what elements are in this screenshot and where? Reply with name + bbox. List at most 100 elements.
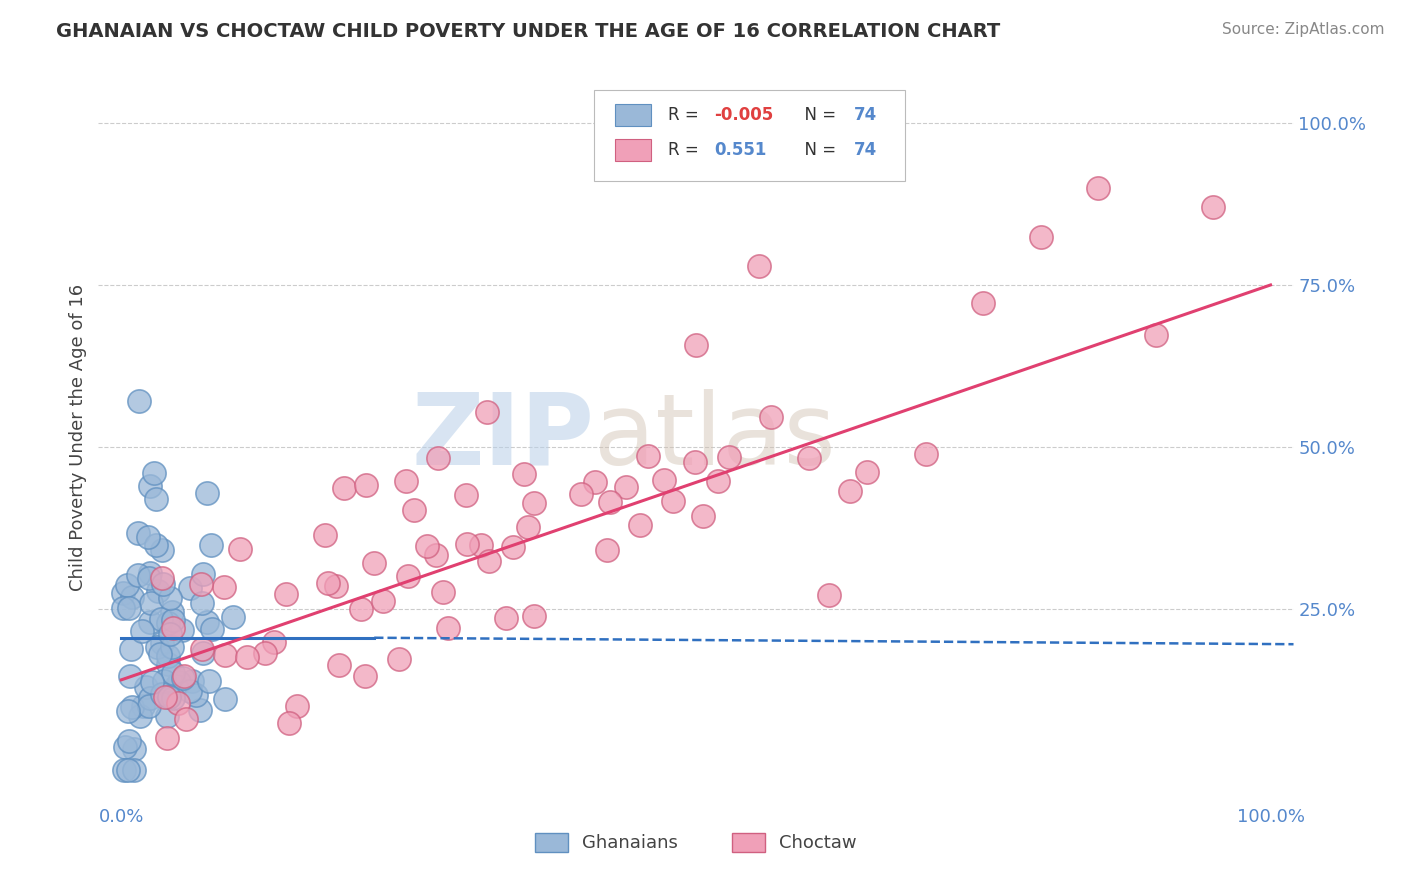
Point [285,698,308,713]
Point [432,584,454,599]
Point [162,691,184,706]
Point [685,338,707,352]
Point [162,621,184,635]
Point [173,669,195,683]
Point [717,450,740,464]
Point [363,556,385,570]
Point [404,503,426,517]
Text: R =: R = [668,141,704,160]
Point [214,648,236,663]
Point [748,259,770,273]
Point [502,541,524,555]
Point [1202,201,1225,215]
Point [150,543,173,558]
Point [129,709,152,723]
Point [127,567,149,582]
Point [316,576,339,591]
Point [167,675,190,690]
Point [221,609,243,624]
Point [149,647,172,661]
Point [179,684,201,698]
Point [195,485,218,500]
Point [135,680,157,694]
Point [353,669,375,683]
Point [172,671,194,685]
Point [214,692,236,706]
Point [1029,230,1052,244]
Point [229,541,252,556]
Point [139,615,162,630]
Text: 74: 74 [853,141,877,160]
Point [157,690,180,704]
Point [179,581,201,595]
Point [139,566,162,580]
Text: N =: N = [794,141,841,160]
Point [427,451,450,466]
Point [425,548,447,562]
Point [112,764,135,778]
Point [200,537,222,551]
Point [387,652,409,666]
Point [195,615,218,629]
Y-axis label: Child Poverty Under the Age of 16: Child Poverty Under the Age of 16 [69,284,87,591]
Point [145,538,167,552]
Point [139,478,162,492]
Point [839,483,862,498]
Point [236,650,259,665]
Legend: Ghanaians, Choctaw: Ghanaians, Choctaw [529,826,863,860]
Point [797,450,820,465]
Point [652,474,675,488]
Point [817,588,839,602]
Point [157,657,180,672]
Point [156,731,179,745]
Point [191,567,214,582]
Point [212,580,235,594]
Text: N =: N = [794,106,841,124]
Point [149,612,172,626]
Point [599,495,621,509]
Point [454,488,477,502]
Point [184,688,207,702]
Point [155,708,177,723]
Point [396,569,419,583]
Point [111,600,134,615]
Text: Source: ZipAtlas.com: Source: ZipAtlas.com [1222,22,1385,37]
Point [416,539,439,553]
Point [145,491,167,506]
Point [328,658,350,673]
Point [201,623,224,637]
Point [512,467,534,482]
Point [470,538,492,552]
Point [198,674,221,689]
Point [456,537,478,551]
Point [475,405,498,419]
Point [596,542,619,557]
Point [972,295,994,310]
Point [160,605,183,619]
Point [569,487,592,501]
FancyBboxPatch shape [595,90,905,181]
Point [139,596,162,610]
Point [153,674,176,689]
Point [523,496,546,510]
Point [120,669,142,683]
Point [162,666,184,681]
Point [354,478,377,492]
Point [662,493,685,508]
Point [138,698,160,713]
Text: 0.551: 0.551 [714,141,766,160]
Point [145,640,167,655]
Point [156,616,179,631]
Point [159,591,181,605]
Point [174,712,197,726]
Point [637,449,659,463]
Text: atlas: atlas [595,389,837,485]
Point [583,475,606,489]
Point [128,394,150,409]
Text: GHANAIAN VS CHOCTAW CHILD POVERTY UNDER THE AGE OF 16 CORRELATION CHART: GHANAIAN VS CHOCTAW CHILD POVERTY UNDER … [56,22,1001,41]
Point [181,674,204,689]
Point [1087,181,1109,195]
Point [114,740,136,755]
Point [190,596,212,610]
Point [118,734,141,748]
